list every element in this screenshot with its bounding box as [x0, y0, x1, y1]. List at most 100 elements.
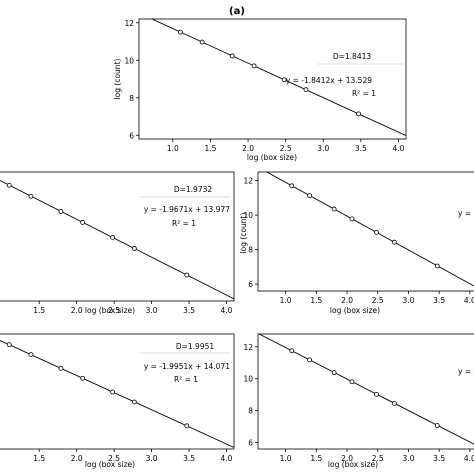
y-axis-label: log (count)	[113, 59, 122, 100]
x-tick-label: 1.0	[280, 454, 292, 463]
data-point	[177, 29, 183, 35]
data-point	[110, 389, 116, 395]
data-point	[374, 391, 379, 397]
x-axis-label: log (box size)	[85, 460, 135, 469]
y-tick-label: 12	[243, 177, 253, 186]
x-tick-label: 2.5	[372, 454, 384, 463]
x-tick-label: 1.5	[310, 454, 322, 463]
x-tick-label: 4.0	[464, 454, 474, 463]
x-tick-label: 3.5	[355, 144, 367, 153]
y-tick-label: 8	[248, 246, 253, 255]
y-axis-label: log (count)	[239, 213, 248, 254]
data-point	[434, 423, 440, 428]
data-point	[58, 209, 64, 214]
plot-area	[150, 19, 406, 137]
data-point	[184, 423, 190, 429]
fit-annotation: y = -1.9671x + 13.977	[144, 205, 230, 214]
plot-area	[0, 180, 234, 300]
data-point	[356, 111, 362, 117]
fit-annotation: y = -1.9	[458, 209, 474, 218]
x-tick-label: 4.0	[464, 296, 474, 305]
x-tick-label: 2.5	[280, 144, 292, 153]
y-tick-label: 12	[243, 343, 253, 352]
plot-area	[265, 172, 474, 287]
x-tick-label: 3.0	[146, 306, 158, 315]
x-tick-label: 3.0	[146, 454, 158, 463]
x-tick-label: 1.5	[33, 454, 45, 463]
x-axis-label: log (box size)	[330, 306, 380, 315]
data-point	[58, 365, 64, 371]
data-point	[281, 77, 287, 83]
fit-annotation: y = -1.9951x + 14.071	[144, 362, 230, 371]
data-point	[434, 263, 440, 269]
x-axis-label: log (box size)	[85, 306, 135, 315]
fit-annotation: D=1.9951	[176, 342, 215, 351]
fit-annotation: y = -1.8412x + 13.529	[286, 76, 372, 85]
x-tick-label: 3.5	[183, 306, 195, 315]
y-tick-label: 10	[124, 56, 134, 65]
data-point	[374, 229, 379, 235]
data-point	[6, 182, 12, 188]
x-tick-label: 4.0	[393, 144, 405, 153]
data-point	[131, 399, 137, 405]
plot-frame	[138, 18, 407, 140]
chart-mid-right: 1.0 1.5 2.0 2.5 3.0 3.5 4.0 6 8 10 12 log (box size…	[239, 171, 474, 315]
chart-top: 1.0 1.5 2.0 2.5 3.0 3.5 4.0 6 8 10 12 log (box size…	[113, 18, 407, 162]
data-point	[184, 272, 190, 278]
data-point	[131, 246, 137, 251]
fit-annotation: D=1.9732	[174, 185, 213, 194]
data-point	[251, 63, 257, 69]
data-point	[289, 348, 295, 354]
fit-annotation: D=1.8413	[333, 52, 372, 61]
x-tick-label: 2.0	[242, 144, 254, 153]
fit-line	[265, 172, 474, 287]
y-tick-label: 6	[248, 439, 253, 448]
data-point	[307, 193, 312, 199]
data-point	[349, 379, 355, 385]
x-tick-label: 4.0	[221, 454, 233, 463]
panel-label: (a)	[229, 6, 245, 17]
y-tick-label: 12	[124, 19, 134, 28]
x-tick-label: 3.5	[183, 454, 195, 463]
chart-mid-left: 1.5 2.0 2.5 3.0 3.5 4.0 log (box size) D=1.9732…	[0, 171, 235, 315]
x-tick-label: 2.5	[108, 306, 120, 315]
fit-line	[258, 334, 474, 445]
y-tick-label: 10	[243, 375, 253, 384]
data-point	[391, 401, 397, 406]
data-point	[391, 239, 397, 245]
plot-area	[258, 334, 474, 445]
data-point	[6, 342, 12, 348]
x-tick-label: 2.0	[71, 454, 83, 463]
data-point	[289, 183, 295, 189]
chart-bottom-left: 1.5 2.0 2.5 3.0 3.5 4.0 log (box size) D=1.9951…	[0, 333, 235, 469]
fit-annotation: R² = 1	[174, 375, 198, 384]
x-tick-label: 1.0	[167, 144, 179, 153]
y-tick-label: 8	[248, 407, 253, 416]
data-point	[80, 220, 86, 225]
data-point	[28, 352, 34, 357]
x-tick-label: 2.0	[71, 306, 83, 315]
data-point	[110, 235, 116, 240]
data-point	[229, 53, 235, 59]
plot-frame	[257, 333, 474, 450]
x-tick-label: 2.5	[372, 296, 384, 305]
y-tick-label: 6	[129, 131, 134, 140]
fit-annotation: R² = 1	[352, 89, 376, 98]
data-point	[307, 357, 312, 363]
x-tick-label: 2.5	[108, 454, 120, 463]
x-tick-label: 2.0	[341, 296, 353, 305]
x-axis-label: log (box size)	[328, 460, 378, 469]
fit-annotation: y = -1.9	[458, 367, 474, 376]
x-tick-label: 3.0	[317, 144, 329, 153]
fit-annotation: R² = 1	[172, 219, 196, 228]
x-tick-label: 1.5	[33, 306, 45, 315]
plot-frame	[257, 171, 474, 292]
y-tick-label: 8	[129, 94, 134, 103]
data-point	[199, 39, 205, 45]
x-tick-label: 4.0	[221, 306, 233, 315]
x-tick-label: 1.5	[310, 296, 322, 305]
data-point	[349, 216, 355, 222]
data-point	[331, 206, 337, 212]
fit-line	[150, 19, 406, 137]
